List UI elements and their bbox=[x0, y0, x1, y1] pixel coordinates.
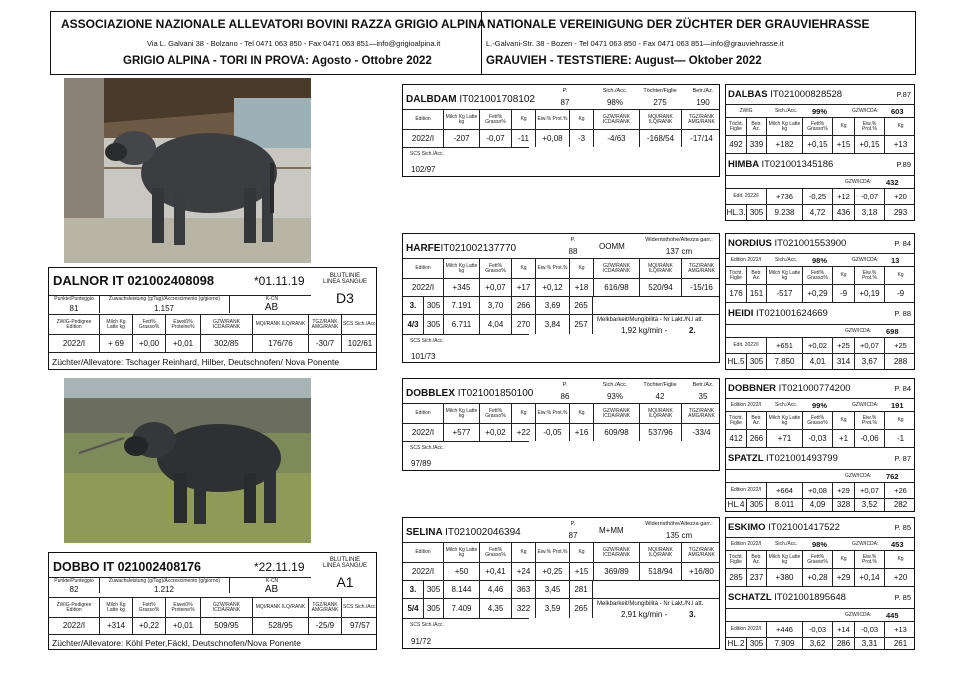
bull-photo-dobbo bbox=[64, 378, 311, 543]
table-row: 412 266 +71 -0,03 +1 -0,06 -1 bbox=[726, 429, 914, 447]
bloodline-label: BLUTLINIE LINEA SANGUE bbox=[322, 273, 367, 286]
table-row: Töcht. Figlie Betr. Az. Milch Kg Latte kg F… bbox=[726, 266, 914, 284]
scs-row: SCS Sich./Acc. 101/73 bbox=[403, 334, 529, 363]
dam-name: SELINA bbox=[406, 527, 443, 538]
table-row: 176 151 -517 +0,29 -9 +0,19 -9 bbox=[726, 284, 914, 302]
ancestor-card: DOBBNER IT021000774200 P. 84 Edition 2022/… bbox=[725, 378, 915, 512]
gzw-row: GZW/ICDA: 445 bbox=[726, 608, 914, 621]
table-row: 2022/I -207 -0,07 -11 +0,08 -3 -4/63 -16… bbox=[403, 129, 719, 147]
ancestor-card: ESKIMO IT021001417522 P. 85 Edition 2022/I… bbox=[725, 517, 915, 650]
sire-name: DALBDAM bbox=[406, 94, 457, 105]
table-row: 2022/I +577 +0,02 +22 -0,05 +16 609/98 5… bbox=[403, 423, 719, 441]
header-subtitle-de: GRAUVIEH - TESTSTIERE: August— Oktober 2… bbox=[486, 55, 762, 67]
sire-name: DOBBNER bbox=[728, 383, 777, 394]
breeder-dobbo: Züchter/Allevatore: Köhl Peter,Fäckl, De… bbox=[52, 638, 301, 648]
birth-date-dobbo: *22.11.19 bbox=[254, 560, 305, 574]
header-title-it: ASSOCIAZIONE NAZIONALE ALLEVATORI BOVINI… bbox=[61, 17, 486, 31]
gzw-row: GZW/ICDA: 762 bbox=[726, 469, 914, 482]
breeder-row: Züchter/Allevatore: Köhl Peter,Fäckl, De… bbox=[49, 634, 376, 650]
sire-name: DOBBLEX bbox=[406, 388, 455, 399]
table-row: HL.5 305 7.850 4,01 314 3,67 288 bbox=[726, 353, 914, 369]
table-row: Edition 2022/I Sich./Acc. 99% GZW/ICDA: 191 bbox=[726, 398, 914, 411]
breeder-row: Züchter/Allevatore: Tschager Reinhard, H… bbox=[49, 352, 376, 370]
table-row: 2022/I + 69 +0,00 +0,01 302/85 176/76 -3… bbox=[49, 334, 376, 352]
lactation-row: 3. 305 8.144 4,46 363 3,45 281 bbox=[403, 580, 719, 598]
header-italian: ASSOCIAZIONE NAZIONALE ALLEVATORI BOVINI… bbox=[51, 12, 486, 74]
dam-name: HEIDI bbox=[728, 308, 754, 319]
table-row: Punkte/Punteggio Zuwachsleistung (g/Tag)… bbox=[49, 295, 311, 313]
selina-card: SELINA IT021002046394 P. 87 M+MM Widerri… bbox=[402, 517, 720, 649]
ancestor-card: DALBAS IT021000828528 P.87 ZWIG Sich./Acc. 9… bbox=[725, 84, 915, 221]
bloodline-value: A1 bbox=[336, 574, 354, 590]
table-row: Edition Milch Kg Latte kg Fett% Grasso% … bbox=[403, 542, 719, 562]
dalnor-card: DALNOR IT 021002408098 *01.11.19 BLUTLIN… bbox=[48, 267, 377, 370]
sire-name: NORDIUS bbox=[728, 238, 772, 249]
table-row: 492 339 +182 +0,15 +15 +0,15 +13 bbox=[726, 135, 914, 153]
table-row: Edit. 2022/I +736 -0,25 +12 -0,07 +20 bbox=[726, 188, 914, 204]
birth-date-dalnor: *01.11.19 bbox=[254, 274, 305, 288]
breeder-dalnor: Züchter/Allevatore: Tschager Reinhard, H… bbox=[52, 357, 340, 367]
dam-name: HIMBA bbox=[728, 159, 759, 170]
table-row: Edition Milch Kg Latte kg Fett% Grasso% … bbox=[403, 258, 719, 278]
gzw-row: GZW/ICDA: 432 bbox=[726, 175, 914, 188]
ancestor-card: NORDIUS IT021001553900 P. 84 Edition 2022/… bbox=[725, 233, 915, 370]
dam-name: SCHATZL bbox=[728, 592, 772, 603]
bloodline-value: D3 bbox=[336, 290, 354, 306]
table-row: 285 237 +380 +0,28 +29 +0,14 +20 bbox=[726, 568, 914, 586]
sire-name: ESKIMO bbox=[728, 522, 766, 533]
table-row: ZWIG-Pedigree Edition Milch Kg Latte kg … bbox=[49, 314, 377, 334]
table-row: HL.4 305 8.011 4,09 328 3,52 282 bbox=[726, 498, 914, 511]
header-german: NATIONALE VEREINIGUNG DER ZÜCHTER DER GR… bbox=[482, 12, 915, 74]
table-row: 2022/I +345 +0,07 +17 +0,12 +18 616/98 5… bbox=[403, 278, 719, 296]
scs-row: SCS Sich./Acc. 102/97 bbox=[403, 147, 529, 177]
table-row: HL.2 305 7.909 3,62 286 3,31 261 bbox=[726, 637, 914, 649]
sire-name: DALBAS bbox=[728, 89, 768, 100]
table-row: HL.3. 305 9.238 4,72 436 3,18 293 bbox=[726, 204, 914, 220]
table-row: ZWIG Sich./Acc. 99% GZW/ICDA: 603 bbox=[726, 104, 914, 117]
header-box: ASSOCIAZIONE NAZIONALE ALLEVATORI BOVINI… bbox=[50, 11, 916, 75]
dam-title-row: HIMBA IT021001345186 P.89 bbox=[726, 153, 914, 175]
table-row: 2022/I +314 +0,22 +0,01 509/95 528/95 -2… bbox=[49, 617, 376, 634]
dalbdam-card: DALBDAM IT021001708102 P. 87 Sich./Acc. … bbox=[402, 84, 720, 177]
dam-title-row: HEIDI IT021001624669 P. 88 bbox=[726, 302, 914, 324]
dam-title-row: SPATZL IT021001493799 P. 87 bbox=[726, 447, 914, 469]
dam-title-row: SCHATZL IT021001895648 P. 85 bbox=[726, 586, 914, 608]
dam-name: HARFE bbox=[406, 243, 441, 254]
dobbo-card: DOBBO IT 021002408176 *22.11.19 BLUTLINI… bbox=[48, 552, 377, 650]
harfe-card: HARFEIT021002137770 P. 88 OOMM Widerrist… bbox=[402, 233, 720, 363]
table-row: 2022/I +50 +0,41 +24 +0,25 +15 369/89 51… bbox=[403, 562, 719, 580]
table-row: Edition 2022/I Sich./Acc. 98% GZW/ICDA: 453 bbox=[726, 537, 914, 550]
dobblex-card: DOBBLEX IT021001850100 P. 86 Sich./Acc. … bbox=[402, 378, 720, 471]
table-row: Töcht. Figlie Betr. Az. Milch Kg Latte kg F… bbox=[726, 117, 914, 135]
dam-name: SPATZL bbox=[728, 453, 764, 464]
header-subtitle-it: GRIGIO ALPINA - TORI IN PROVA: Agosto - … bbox=[123, 55, 432, 67]
table-row: Edition 2022/I +446 -0,03 +14 -0,03 +13 bbox=[726, 621, 914, 637]
bull-name-dalnor: DALNOR IT 021002408098 bbox=[53, 273, 215, 288]
lactation-row: 5/4 305 7.409 4,35 322 3,59 265 bbox=[403, 598, 719, 618]
bull-name-dobbo: DOBBO IT 021002408176 bbox=[53, 560, 202, 574]
table-row: Edition Milch Kg Latte kg Fett% Grasso% … bbox=[403, 109, 719, 129]
table-row: Edition 2022/I +664 +0,08 +29 +0,07 +26 bbox=[726, 482, 914, 498]
table-row: Töcht. Figlie Betr. Az. Milch Kg Latte kg F… bbox=[726, 411, 914, 429]
table-row: Edition Milch Kg Latte kg Fett% Grasso% … bbox=[403, 403, 719, 423]
header-address-it: Via L. Galvani 38 - Bolzano - Tel 0471 0… bbox=[147, 39, 441, 48]
header-title-de: NATIONALE VEREINIGUNG DER ZÜCHTER DER GR… bbox=[487, 17, 870, 31]
scs-row: SCS Sich./Acc. 97/89 bbox=[403, 441, 529, 471]
lactation-row: 4/3 305 6.711 4,04 270 3,84 257 bbox=[403, 314, 719, 334]
lactation-row: 3. 305 7.191 3,70 266 3,69 265 bbox=[403, 296, 719, 314]
table-row: Edit. 2022/I +651 +0,02 +25 +0,07 +25 bbox=[726, 337, 914, 353]
table-row: Töcht. Figlie Betr. Az. Milch Kg Latte kg F… bbox=[726, 550, 914, 568]
header-address-de: L.-Galvani-Str. 38 - Bozen - Tel 0471 06… bbox=[486, 39, 784, 48]
gzw-row: GZW/ICDA: 698 bbox=[726, 324, 914, 337]
table-row: Punkte/Punteggio Zuwachsleistung (g/Tag)… bbox=[49, 577, 311, 593]
table-row: ZWIG-Pedigree Edition Milch Kg Latte kg … bbox=[49, 597, 377, 617]
bloodline-label: BLUTLINIE LINEA SANGUE bbox=[322, 557, 367, 570]
scs-row: SCS Sich./Acc. 91/72 bbox=[403, 618, 529, 649]
table-row: Edition 2022/I Sich./Acc. 98% GZW/ICDA: 13 bbox=[726, 253, 914, 266]
bull-photo-dalnor bbox=[64, 78, 311, 263]
